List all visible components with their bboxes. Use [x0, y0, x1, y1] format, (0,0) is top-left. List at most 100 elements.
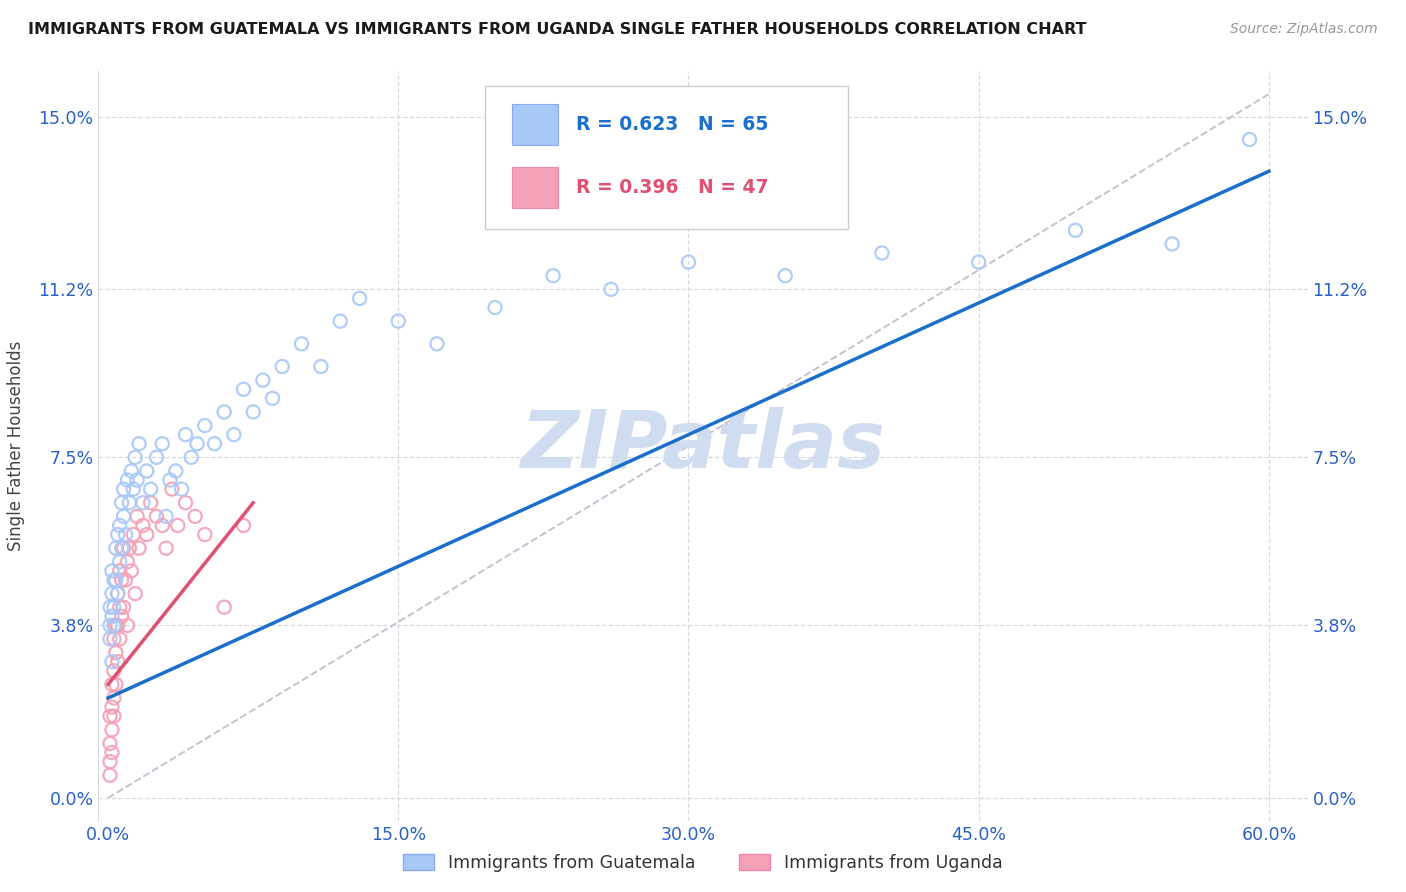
Point [194, 527, 217, 541]
Point [290, 336, 312, 351]
Point [967, 255, 990, 269]
Point [108, 632, 131, 646]
Point [118, 496, 141, 510]
Point [165, 464, 187, 478]
Point [104, 618, 127, 632]
Point [1239, 132, 1261, 146]
Point [309, 359, 332, 374]
Point [174, 496, 197, 510]
Point [678, 255, 700, 269]
FancyBboxPatch shape [485, 87, 848, 228]
Point [180, 450, 202, 465]
Point [122, 527, 145, 541]
Point [107, 586, 129, 600]
Point [98, 600, 121, 615]
Point [112, 600, 135, 615]
Point [120, 564, 142, 578]
Y-axis label: Single Father Households: Single Father Households [7, 341, 24, 551]
Point [426, 336, 449, 351]
Point [600, 282, 623, 296]
Point [139, 496, 162, 510]
Point [166, 518, 188, 533]
Point [128, 541, 150, 556]
Point [98, 768, 121, 782]
FancyBboxPatch shape [512, 103, 558, 145]
Point [212, 600, 235, 615]
Point [155, 509, 177, 524]
Point [101, 677, 124, 691]
Text: R = 0.396   N = 47: R = 0.396 N = 47 [576, 178, 769, 196]
Point [160, 482, 183, 496]
Point [101, 746, 124, 760]
Point [204, 436, 226, 450]
Legend: Immigrants from Guatemala, Immigrants from Uganda: Immigrants from Guatemala, Immigrants fr… [396, 847, 1010, 879]
Point [103, 573, 125, 587]
Text: R = 0.623   N = 65: R = 0.623 N = 65 [576, 115, 769, 134]
Point [117, 473, 139, 487]
Point [232, 518, 254, 533]
Point [870, 246, 893, 260]
Point [98, 736, 121, 750]
Point [155, 541, 177, 556]
Point [212, 405, 235, 419]
Point [103, 664, 125, 678]
Point [194, 418, 217, 433]
Point [150, 436, 173, 450]
Point [232, 382, 254, 396]
Point [103, 632, 125, 646]
Point [124, 450, 146, 465]
Point [127, 473, 149, 487]
Point [101, 655, 124, 669]
Text: IMMIGRANTS FROM GUATEMALA VS IMMIGRANTS FROM UGANDA SINGLE FATHER HOUSEHOLDS COR: IMMIGRANTS FROM GUATEMALA VS IMMIGRANTS … [28, 22, 1087, 37]
Point [174, 427, 197, 442]
Point [150, 518, 173, 533]
Point [108, 555, 131, 569]
Point [124, 586, 146, 600]
Point [107, 655, 129, 669]
Point [132, 518, 155, 533]
Point [104, 573, 127, 587]
Point [127, 509, 149, 524]
Point [103, 618, 125, 632]
Point [101, 723, 124, 737]
Point [128, 436, 150, 450]
FancyBboxPatch shape [512, 167, 558, 208]
Point [159, 473, 181, 487]
Point [101, 700, 124, 714]
Point [107, 586, 129, 600]
Point [262, 392, 284, 406]
Point [186, 436, 208, 450]
Point [98, 755, 121, 769]
Point [1161, 236, 1184, 251]
Point [108, 518, 131, 533]
Point [139, 482, 162, 496]
Point [108, 600, 131, 615]
Point [98, 618, 121, 632]
Point [98, 709, 121, 723]
Point [252, 373, 274, 387]
Point [117, 618, 139, 632]
Point [773, 268, 796, 283]
Point [484, 301, 506, 315]
Point [103, 691, 125, 706]
Point [329, 314, 352, 328]
Text: ZIPatlas: ZIPatlas [520, 407, 886, 485]
Point [98, 632, 121, 646]
Point [101, 609, 124, 624]
Point [349, 292, 371, 306]
Point [107, 618, 129, 632]
Point [114, 573, 136, 587]
Point [111, 609, 134, 624]
Point [104, 677, 127, 691]
Point [122, 482, 145, 496]
Point [103, 600, 125, 615]
Point [135, 527, 157, 541]
Point [101, 586, 124, 600]
Point [111, 573, 134, 587]
Point [117, 555, 139, 569]
Point [111, 541, 134, 556]
Point [387, 314, 409, 328]
Point [118, 541, 141, 556]
Point [271, 359, 294, 374]
Point [132, 496, 155, 510]
